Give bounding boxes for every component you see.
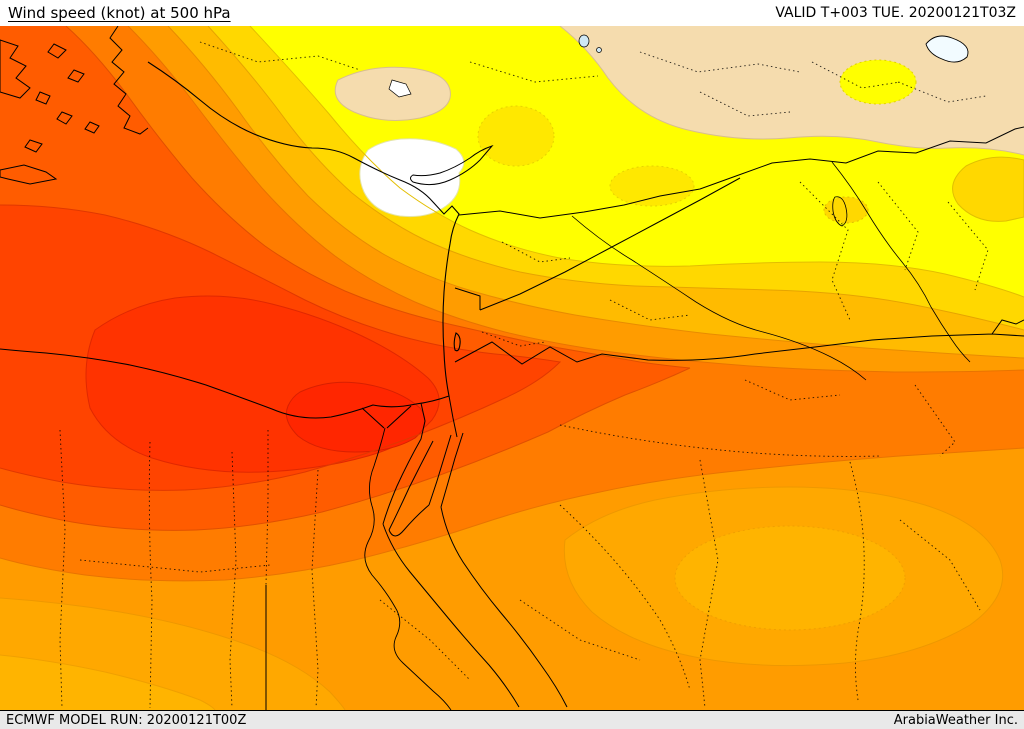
band-cream-anatolia bbox=[334, 66, 451, 121]
contour-line-gold bbox=[249, 26, 1024, 298]
contour-fill-bands bbox=[0, 26, 1024, 710]
header-bar: Wind speed (knot) at 500 hPa VALID T+003… bbox=[0, 0, 1024, 26]
band-pale-gold-blob-syria bbox=[477, 105, 555, 167]
contour-line-deep-orange-top bbox=[127, 26, 1024, 373]
geography-layer bbox=[0, 26, 1024, 710]
coastline-aegean-islands bbox=[0, 26, 149, 185]
coastline-red-sea bbox=[382, 402, 568, 708]
lake-tuz bbox=[578, 34, 590, 48]
country-borders bbox=[265, 126, 1024, 710]
attribution-label: ArabiaWeather Inc. bbox=[893, 712, 1018, 728]
contour-line-red-orange-bottom bbox=[0, 367, 691, 531]
contour-line-light-orange-sw bbox=[0, 597, 346, 710]
band-gold-east-edge bbox=[952, 156, 1024, 222]
band-lighter-orange-inner bbox=[674, 525, 906, 631]
river-nile bbox=[364, 427, 452, 710]
band-lighter-orange-southwest bbox=[0, 655, 215, 710]
admin-boundaries-dotted bbox=[59, 41, 989, 709]
lake-van bbox=[925, 35, 969, 63]
contour-line-red-orange-top bbox=[65, 26, 691, 369]
contour-line-deep-orange-bottom bbox=[0, 447, 1024, 582]
map-title: Wind speed (knot) at 500 hPa bbox=[8, 4, 231, 22]
contour-line-amber bbox=[207, 26, 1024, 331]
band-pale-gold-blob-euphrates bbox=[609, 165, 695, 207]
band-yellow-blob-in-cream bbox=[839, 59, 917, 105]
contour-lines bbox=[0, 26, 1024, 710]
rivers-euphrates-tigris bbox=[571, 161, 971, 381]
contour-line-orange bbox=[167, 26, 1024, 359]
valid-time-label: VALID T+003 TUE. 20200121T03Z bbox=[775, 5, 1016, 21]
lake-anatolia-white bbox=[388, 79, 412, 98]
lake-small-anatolia bbox=[596, 47, 602, 53]
model-run-label: ECMWF MODEL RUN: 20200121T00Z bbox=[6, 712, 247, 728]
coastline-mediterranean bbox=[0, 61, 461, 429]
band-darkest-red-core bbox=[285, 381, 426, 453]
contour-line-cream bbox=[559, 26, 1024, 156]
wind-speed-map-canvas bbox=[0, 26, 1024, 710]
map-area bbox=[0, 26, 1024, 710]
contour-line-red bbox=[0, 204, 562, 491]
footer-bar: ECMWF MODEL RUN: 20200121T00Z ArabiaWeat… bbox=[0, 710, 1024, 729]
band-white-calm-cyprus bbox=[359, 138, 465, 217]
contour-line-lighter-orange-sw bbox=[0, 654, 216, 710]
band-cream-northeast bbox=[560, 26, 1024, 155]
lake-tharthar bbox=[832, 196, 848, 227]
coastline-cyprus bbox=[410, 144, 494, 186]
